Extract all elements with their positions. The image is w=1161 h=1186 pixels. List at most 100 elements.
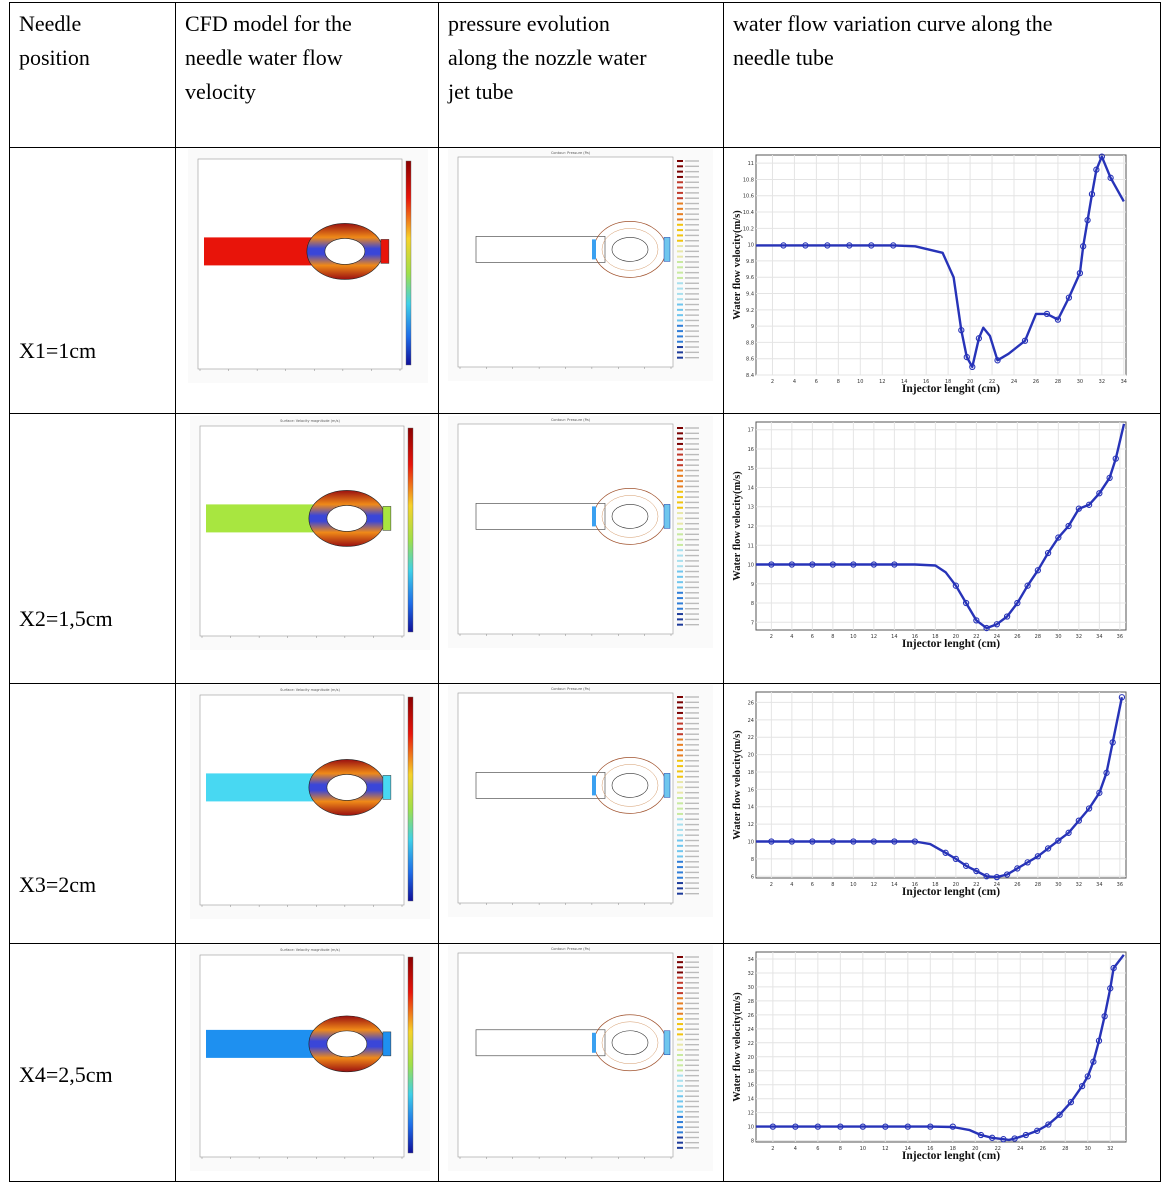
legend-swatch <box>677 255 683 258</box>
x-axis-label: Injector lenght (cm) <box>902 383 1000 395</box>
x-tick-label: 4 <box>794 1146 797 1152</box>
data-point-marker <box>788 561 796 568</box>
y-tick-label: 26 <box>748 700 754 706</box>
legend-level-text <box>685 293 699 295</box>
legend-swatch <box>677 754 683 757</box>
inlet-high-gradient <box>592 775 596 796</box>
legend-swatch <box>677 701 683 704</box>
legend-level-text <box>685 485 699 488</box>
legend-swatch <box>677 165 683 168</box>
legend-level-text <box>685 871 699 874</box>
legend-swatch <box>677 522 683 525</box>
data-point-marker <box>792 1123 799 1130</box>
legend-swatch <box>677 496 683 499</box>
y-tick-label: 14 <box>748 485 754 491</box>
data-point-marker <box>868 242 875 249</box>
data-point-marker <box>1003 871 1011 878</box>
legend-swatch <box>677 250 683 253</box>
header-row: Needle position CFD model for the needle… <box>9 2 1161 148</box>
legend-level-text <box>685 1136 699 1139</box>
x-tick-label: 30 <box>1055 634 1061 640</box>
legend-level-text <box>685 443 699 445</box>
legend-swatch <box>677 981 683 984</box>
y-tick-label: 14 <box>748 1097 754 1103</box>
table-row: X1=1cm Contour: Pressure (Pa) 2 4 6 8 10 12 14… <box>9 147 1161 414</box>
legend-swatch <box>677 287 683 290</box>
x-tick-label: 32 <box>1076 634 1082 640</box>
flow-chart-cell: 2 4 6 8 10 12 14 16 18 20 22 24 26 28 30 32 34 36 6 8 10 12 14… <box>723 683 1161 944</box>
legend-level-text <box>685 287 699 290</box>
data-point-marker <box>1055 837 1062 844</box>
data-point-marker <box>1090 1058 1097 1065</box>
header-line: jet tube <box>448 79 514 104</box>
legend-swatch <box>677 239 683 242</box>
header-line: needle water flow <box>185 45 343 70</box>
data-point-marker <box>837 1123 844 1130</box>
legend-level-text <box>685 250 699 253</box>
legend-level-text <box>685 517 699 520</box>
x-tick-label: 26 <box>1033 379 1039 385</box>
header-line: CFD model for the <box>185 11 352 36</box>
legend-swatch <box>677 866 683 869</box>
data-point-marker <box>1024 859 1031 866</box>
legend-swatch <box>677 186 683 189</box>
legend-level-text <box>685 282 699 284</box>
x-tick-label: 34 <box>1096 634 1102 640</box>
y-tick-label: 7 <box>751 620 754 626</box>
y-tick-label: 6 <box>751 874 754 880</box>
flow-chart-cell: 2 4 6 8 10 12 14 16 18 20 22 24 26 28 30 32 34 8.4 8.6 8.8 9… <box>723 147 1161 414</box>
legend-swatch <box>677 823 683 826</box>
legend-swatch <box>677 997 683 1000</box>
legend-swatch <box>677 1002 683 1005</box>
legend-level-text <box>685 1116 699 1118</box>
legend-level-text <box>685 507 699 509</box>
data-point-marker <box>1003 613 1011 620</box>
legend-swatch <box>677 1146 683 1149</box>
x-axis-label: Injector lenght (cm) <box>902 1150 1000 1162</box>
legend-level-text <box>685 813 699 815</box>
legend-level-text <box>685 997 699 999</box>
x-tick-label: 32 <box>1107 1146 1113 1152</box>
data-point-marker <box>1034 1127 1041 1134</box>
data-point-marker <box>870 561 878 568</box>
legend-level-text <box>685 314 699 316</box>
legend-level-text <box>685 696 699 698</box>
legend-swatch <box>677 602 683 605</box>
legend-level-text <box>685 277 699 279</box>
flow-velocity-chart: 2 4 6 8 10 12 14 16 18 20 22 24 26 28 30 32810121416182… <box>732 951 1127 1162</box>
series-line <box>756 696 1124 879</box>
legend-level-text <box>685 717 699 719</box>
data-point-marker <box>949 1123 956 1130</box>
x-tick-label: 30 <box>1077 379 1083 385</box>
legend-swatch <box>677 1121 683 1124</box>
legend-level-text <box>685 464 699 466</box>
y-tick-label: 8.8 <box>746 340 754 346</box>
legend-swatch <box>677 245 683 248</box>
data-point-marker <box>1000 1136 1007 1143</box>
legend-level-text <box>685 271 699 274</box>
x-tick-label: 10 <box>850 882 856 888</box>
legend-swatch <box>677 485 683 488</box>
data-point-marker <box>768 561 775 568</box>
y-tick-label: 10.6 <box>743 194 754 200</box>
nozzle-outlet <box>663 1030 671 1056</box>
legend-swatch <box>677 1012 683 1015</box>
legend-swatch <box>677 855 683 858</box>
x-tick-label: 30 <box>1055 882 1061 888</box>
legend-level-text <box>685 982 699 984</box>
nozzle-outlet <box>663 237 671 262</box>
data-point-marker <box>1045 1121 1052 1128</box>
data-point-marker <box>1076 269 1084 277</box>
legend-swatch <box>677 871 683 874</box>
x-tick-label: 18 <box>945 379 951 385</box>
legend-level-text <box>685 356 699 359</box>
legend-swatch <box>677 876 683 879</box>
legend-level-text <box>685 971 699 974</box>
legend-level-text <box>685 956 699 958</box>
legend-swatch <box>677 892 683 895</box>
legend-level-text <box>685 877 699 879</box>
x-tick-label: 20 <box>953 882 959 888</box>
legend-level-text <box>685 1141 699 1144</box>
legend-swatch <box>677 1069 683 1072</box>
legend-level-text <box>685 453 699 456</box>
